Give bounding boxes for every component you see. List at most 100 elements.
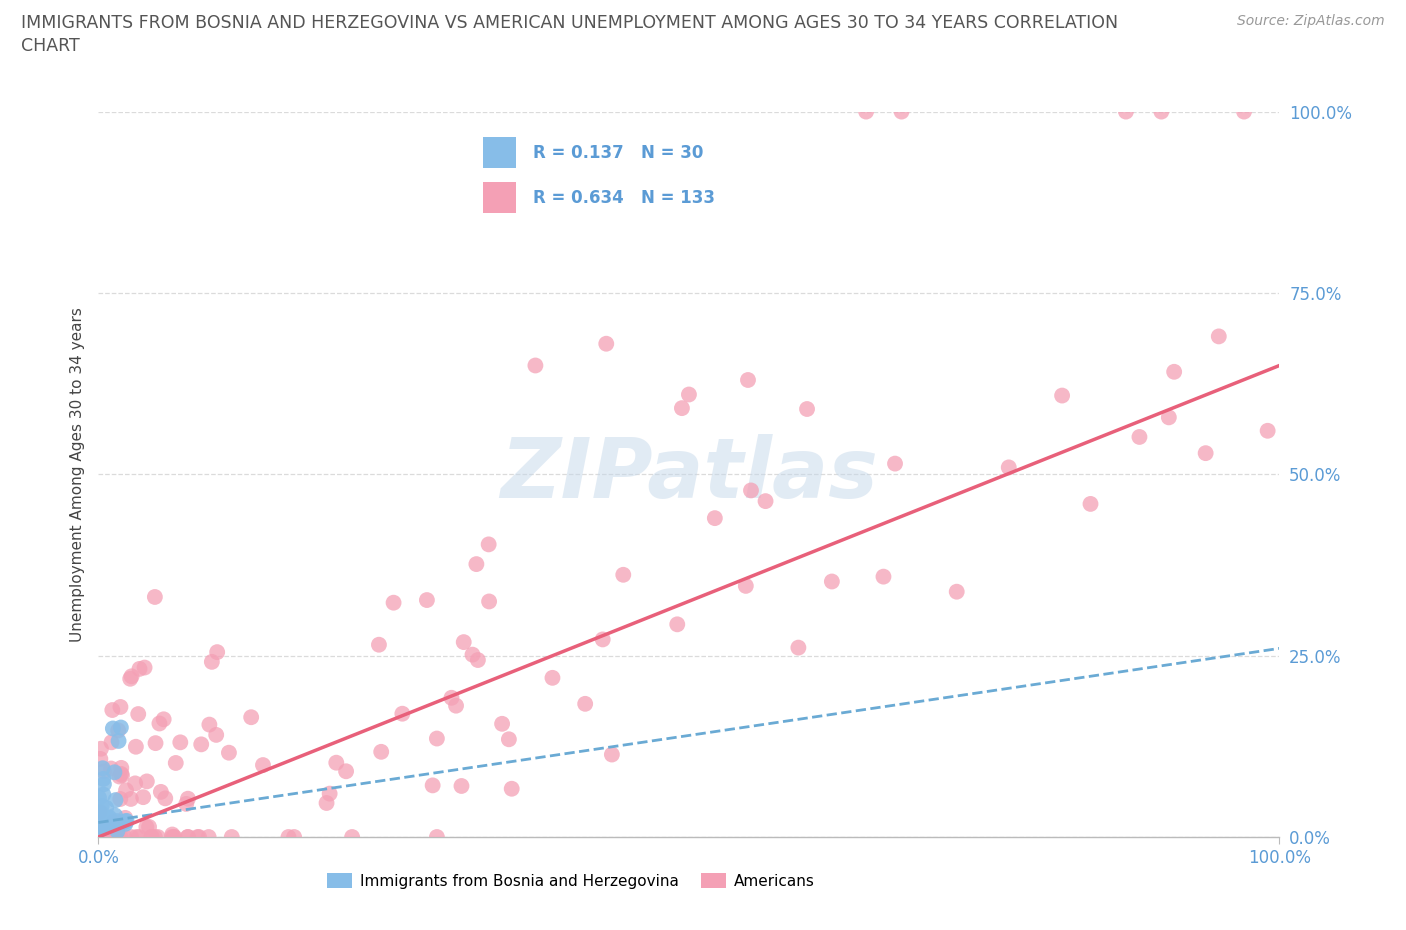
- Point: [90, 812, 112, 827]
- Point: [671, 401, 693, 416]
- Point: [103, 815, 125, 830]
- Point: [422, 778, 444, 793]
- Y-axis label: Unemployment Among Ages 30 to 34 years: Unemployment Among Ages 30 to 34 years: [69, 307, 84, 642]
- Point: [89, 804, 111, 819]
- Point: [740, 483, 762, 498]
- Point: [93, 830, 115, 844]
- Point: [340, 830, 363, 844]
- Point: [98, 810, 121, 825]
- Point: [796, 402, 818, 417]
- Point: [128, 830, 150, 844]
- Point: [787, 640, 810, 655]
- Point: [318, 786, 340, 801]
- Point: [165, 755, 187, 770]
- Point: [160, 830, 183, 844]
- Text: Source: ZipAtlas.com: Source: ZipAtlas.com: [1237, 14, 1385, 28]
- Point: [391, 706, 413, 721]
- Point: [120, 830, 142, 844]
- Point: [501, 781, 523, 796]
- Point: [145, 736, 167, 751]
- Point: [821, 574, 844, 589]
- Point: [467, 653, 489, 668]
- Point: [174, 796, 197, 811]
- Point: [105, 814, 128, 829]
- Point: [945, 584, 967, 599]
- Point: [592, 632, 614, 647]
- Point: [135, 774, 157, 789]
- Point: [416, 592, 439, 607]
- Point: [198, 717, 221, 732]
- Point: [1150, 104, 1173, 119]
- Point: [107, 830, 129, 844]
- Point: [146, 830, 169, 844]
- Point: [163, 830, 186, 844]
- Point: [872, 569, 894, 584]
- Point: [135, 819, 157, 834]
- Point: [884, 457, 907, 472]
- Point: [188, 830, 211, 844]
- Point: [461, 647, 484, 662]
- Point: [132, 790, 155, 804]
- Point: [734, 578, 756, 593]
- Point: [1050, 388, 1073, 403]
- Point: [1257, 423, 1279, 438]
- Point: [120, 791, 142, 806]
- Point: [101, 702, 124, 717]
- Point: [187, 830, 209, 844]
- Point: [125, 830, 148, 844]
- Point: [104, 792, 127, 807]
- Point: [600, 747, 623, 762]
- Text: CHART: CHART: [21, 37, 80, 55]
- Point: [90, 804, 112, 819]
- Point: [100, 761, 122, 776]
- Point: [491, 716, 513, 731]
- Point: [426, 731, 449, 746]
- Point: [110, 766, 132, 781]
- Point: [177, 791, 200, 806]
- Point: [96, 811, 118, 826]
- Point: [103, 764, 125, 779]
- Point: [143, 590, 166, 604]
- Point: [440, 690, 463, 705]
- Point: [87, 818, 110, 833]
- Point: [541, 671, 564, 685]
- Point: [478, 594, 501, 609]
- Point: [325, 755, 347, 770]
- Point: [368, 637, 391, 652]
- Point: [149, 784, 172, 799]
- Point: [1163, 365, 1185, 379]
- Point: [94, 830, 117, 844]
- Point: [110, 720, 132, 735]
- Point: [382, 595, 405, 610]
- Point: [91, 820, 114, 835]
- Point: [124, 776, 146, 790]
- Point: [98, 817, 121, 831]
- Point: [205, 644, 228, 659]
- Point: [93, 764, 115, 778]
- Point: [678, 387, 700, 402]
- Point: [107, 830, 129, 844]
- Text: IMMIGRANTS FROM BOSNIA AND HERZEGOVINA VS AMERICAN UNEMPLOYMENT AMONG AGES 30 TO: IMMIGRANTS FROM BOSNIA AND HERZEGOVINA V…: [21, 14, 1118, 32]
- Point: [104, 808, 127, 823]
- Point: [93, 777, 115, 791]
- Point: [453, 634, 475, 649]
- Point: [108, 769, 131, 784]
- Point: [197, 830, 219, 844]
- Point: [524, 358, 547, 373]
- Point: [120, 671, 142, 686]
- Point: [125, 739, 148, 754]
- Point: [218, 745, 240, 760]
- Point: [155, 790, 177, 805]
- Point: [98, 830, 121, 844]
- Point: [370, 744, 392, 759]
- Point: [444, 698, 467, 713]
- Point: [890, 104, 912, 119]
- Point: [163, 830, 186, 844]
- Point: [94, 801, 117, 816]
- Point: [115, 783, 138, 798]
- Point: [114, 817, 136, 831]
- Point: [93, 830, 115, 844]
- Point: [89, 814, 111, 829]
- Point: [100, 735, 122, 750]
- Point: [143, 830, 166, 844]
